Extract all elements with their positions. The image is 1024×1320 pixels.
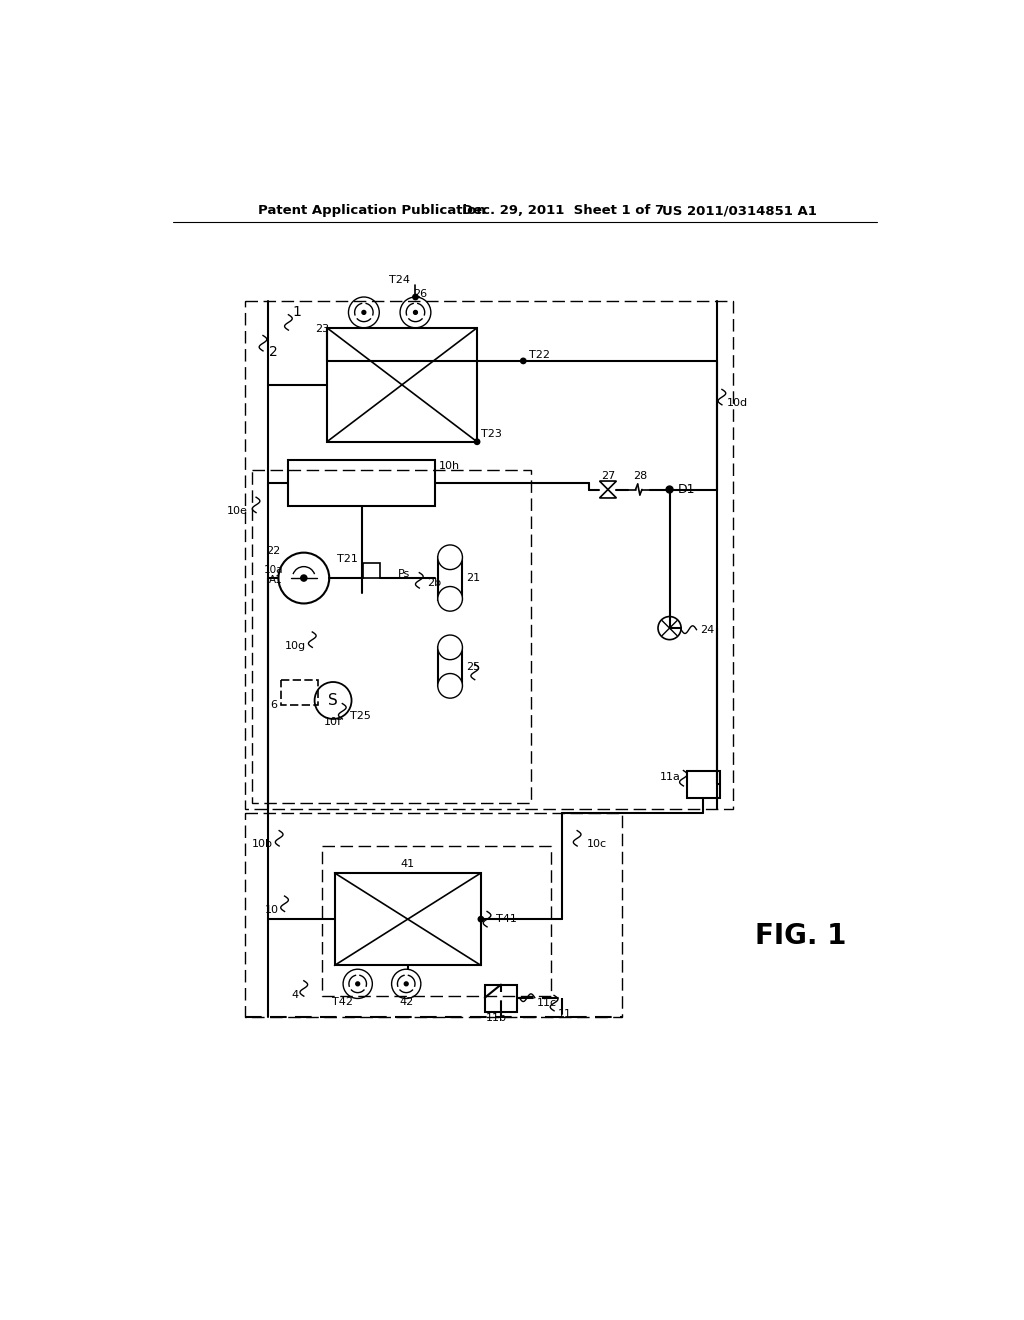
Circle shape (438, 545, 463, 570)
Circle shape (520, 358, 526, 363)
Text: 10g: 10g (285, 640, 306, 651)
Bar (438, 647, 463, 686)
Circle shape (414, 310, 418, 314)
Text: 27: 27 (601, 471, 615, 480)
Text: T22: T22 (529, 350, 551, 360)
Text: 28: 28 (633, 471, 647, 480)
Circle shape (361, 310, 366, 314)
Text: T24: T24 (389, 275, 410, 285)
Text: 25: 25 (466, 661, 480, 672)
Bar (252, 470, 531, 803)
Bar (282, 681, 318, 705)
Text: 11c: 11c (538, 998, 557, 1008)
Bar (327, 327, 477, 442)
Circle shape (413, 294, 418, 300)
Bar (245, 301, 733, 809)
Text: T42: T42 (332, 998, 353, 1007)
Circle shape (355, 982, 359, 986)
Text: 10e: 10e (226, 506, 248, 516)
Text: 10f: 10f (324, 717, 342, 727)
Text: 22: 22 (266, 546, 281, 556)
Circle shape (301, 576, 307, 581)
Text: FIG. 1: FIG. 1 (755, 923, 846, 950)
Bar (687, 771, 720, 797)
Bar (364, 562, 380, 578)
Text: Ps: Ps (397, 569, 410, 579)
Text: 10b: 10b (252, 840, 273, 850)
Text: 10h: 10h (438, 462, 460, 471)
Bar (438, 557, 463, 599)
Circle shape (666, 486, 673, 492)
Text: 2: 2 (269, 346, 278, 359)
Text: 21: 21 (466, 573, 480, 583)
Text: S: S (329, 693, 338, 708)
Circle shape (438, 586, 463, 611)
Text: 41: 41 (400, 859, 415, 869)
Bar (289, 461, 435, 507)
Circle shape (438, 673, 463, 698)
Text: D1: D1 (677, 483, 694, 496)
Text: 1: 1 (292, 305, 301, 319)
Text: A1: A1 (269, 576, 283, 585)
Text: 26: 26 (413, 289, 427, 298)
Text: 10d: 10d (727, 399, 748, 408)
Text: 23: 23 (315, 325, 330, 334)
Text: Patent Application Publication: Patent Application Publication (258, 205, 485, 218)
Circle shape (478, 916, 483, 921)
Bar (484, 985, 517, 1011)
Text: 42: 42 (399, 998, 414, 1007)
Bar (322, 846, 551, 997)
Text: US 2011/0314851 A1: US 2011/0314851 A1 (662, 205, 817, 218)
Bar (335, 873, 481, 965)
Circle shape (438, 635, 463, 660)
Text: 10: 10 (264, 906, 279, 915)
Text: T41: T41 (497, 915, 517, 924)
Text: 10c: 10c (587, 840, 606, 850)
Circle shape (404, 982, 409, 986)
Text: T21: T21 (337, 554, 357, 564)
Text: 11: 11 (558, 1008, 572, 1019)
Text: 11a: 11a (660, 772, 681, 781)
Bar (245, 813, 622, 1016)
Text: 6: 6 (270, 700, 278, 710)
Text: 11b: 11b (486, 1014, 507, 1023)
Text: 4: 4 (291, 990, 298, 999)
Text: 2b: 2b (427, 578, 441, 589)
Text: 10a: 10a (263, 565, 283, 576)
Circle shape (474, 440, 480, 445)
Text: T25: T25 (350, 711, 371, 721)
Text: 24: 24 (700, 624, 715, 635)
Text: Dec. 29, 2011  Sheet 1 of 7: Dec. 29, 2011 Sheet 1 of 7 (462, 205, 664, 218)
Text: T23: T23 (481, 429, 502, 440)
